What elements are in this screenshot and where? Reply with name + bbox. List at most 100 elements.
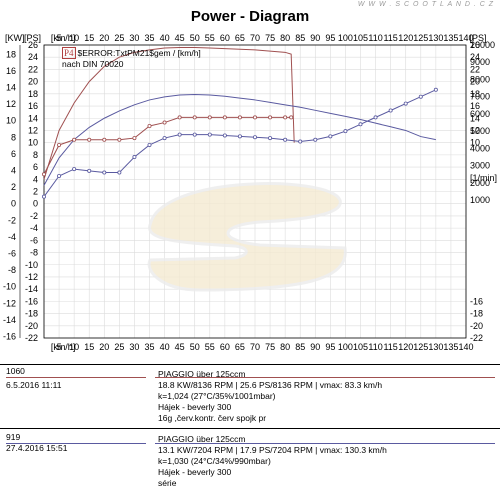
- kw-tick-label: -14: [3, 315, 16, 325]
- kw-tick-label: -10: [3, 282, 16, 292]
- data-point-1060-rpm: [268, 115, 273, 120]
- data-point-1060-rpm: [162, 120, 167, 125]
- speed-tick-bottom: 55: [205, 342, 215, 352]
- data-point-919-rpm: [207, 132, 212, 137]
- data-point-1060-rpm: [57, 142, 62, 147]
- data-point-919-rpm: [87, 168, 92, 173]
- speed-tick-bottom: 50: [190, 342, 200, 352]
- data-point-919-rpm: [373, 115, 378, 120]
- data-point-919-rpm: [418, 94, 423, 99]
- right-ps-tick-label: -20: [470, 321, 483, 331]
- data-point-919-rpm: [222, 133, 227, 138]
- run-note: série: [158, 478, 177, 488]
- run-model: PIAGGIO über 125ccm: [158, 369, 246, 379]
- kw-unit-label: [KW]: [5, 33, 25, 43]
- run-color-line: [155, 377, 495, 378]
- speed-tick-bottom: 95: [325, 342, 335, 352]
- kw-tick-label: -12: [3, 298, 16, 308]
- speed-tick-bottom: 135: [443, 342, 458, 352]
- speed-tick-bottom: 105: [353, 342, 368, 352]
- ps-tick-label: 2: [33, 187, 38, 197]
- ps-tick-label: 20: [28, 77, 38, 87]
- ps-unit-label: [PS]: [24, 33, 41, 43]
- run-color-line: [6, 377, 146, 378]
- speed-tick-top: 5: [57, 33, 62, 43]
- speed-tick-top: 50: [190, 33, 200, 43]
- speed-tick-top: 135: [443, 33, 458, 43]
- speed-tick-top: 55: [205, 33, 215, 43]
- ps-tick-label: 18: [28, 89, 38, 99]
- data-point-919-rpm: [403, 101, 408, 106]
- speed-tick-bottom: 25: [114, 342, 124, 352]
- speed-tick-top: 25: [114, 33, 124, 43]
- rpm-tick-label: 5000: [470, 126, 490, 136]
- right-ps-tick-label: -16: [470, 296, 483, 306]
- data-point-1060-rpm: [87, 137, 92, 142]
- speed-tick-bottom: 110: [368, 342, 382, 352]
- ps-tick-label: -2: [30, 211, 38, 221]
- ps-tick-label: 24: [28, 52, 38, 62]
- ps-tick-label: -16: [25, 296, 38, 306]
- run-info-919: 919 27.4.2016 15:51 PIAGGIO über 125ccm …: [0, 432, 500, 494]
- right-ps-tick-label: -18: [470, 309, 483, 319]
- data-point-1060-rpm: [283, 115, 288, 120]
- kw-tick-label: 10: [6, 116, 16, 126]
- speed-tick-bottom: 140: [458, 342, 473, 352]
- ps-tick-label: 10: [28, 138, 38, 148]
- ps-tick-label: 26: [28, 40, 38, 50]
- rpm-tick-label: 8000: [470, 74, 490, 84]
- series-line-1060-ps: [43, 46, 295, 180]
- run-power: 18.8 KW/8136 RPM | 25.6 PS/8136 RPM | vm…: [158, 380, 383, 390]
- speed-unit-bottom: [km/h]: [51, 342, 76, 352]
- kw-tick-label: 4: [11, 166, 16, 176]
- chart-frame: [19, 44, 467, 339]
- speed-tick-top: 115: [383, 33, 397, 43]
- data-point-919-rpm: [102, 170, 107, 175]
- speed-unit-top: [km/h]: [51, 33, 76, 43]
- speed-tick-bottom: 85: [295, 342, 305, 352]
- plot-frame: [43, 44, 467, 339]
- data-point-1060-rpm: [289, 115, 294, 120]
- kw-tick-label: 8: [11, 132, 16, 142]
- kw-tick-label: 18: [6, 49, 16, 59]
- speed-tick-bottom: 5: [57, 342, 62, 352]
- run-id: 919: [6, 432, 21, 442]
- data-point-919-rpm: [313, 137, 318, 142]
- data-point-919-rpm: [42, 194, 47, 199]
- data-point-919-rpm: [72, 167, 77, 172]
- data-point-919-rpm: [358, 122, 363, 127]
- kw-tick-label: 0: [11, 199, 16, 209]
- chart-tick-labels: 26242220181614121086420-2-4-6-8-10-12-14…: [3, 33, 497, 352]
- rpm-tick-label: 6000: [470, 109, 490, 119]
- kw-tick-label: 14: [6, 83, 16, 93]
- right-ps-tick-label: 10: [470, 138, 480, 148]
- kw-tick-label: -4: [8, 232, 16, 242]
- speed-tick-bottom: 80: [280, 342, 290, 352]
- data-point-919-rpm: [147, 142, 152, 147]
- rpm-tick-label: 1000: [470, 195, 490, 205]
- speed-tick-top: 120: [398, 33, 413, 43]
- data-point-919-rpm: [433, 87, 438, 92]
- kw-tick-label: -2: [8, 215, 16, 225]
- data-point-1060-rpm: [177, 115, 182, 120]
- speed-tick-top: 95: [325, 33, 335, 43]
- speed-tick-bottom: 115: [383, 342, 397, 352]
- speed-tick-bottom: 130: [428, 342, 443, 352]
- kw-tick-label: -16: [3, 331, 16, 341]
- speed-tick-bottom: 90: [310, 342, 320, 352]
- run-id: 1060: [6, 366, 25, 376]
- series-line-1060-rpm: [43, 116, 292, 175]
- kw-tick-label: 6: [11, 149, 16, 159]
- right-ps-tick-label: 18: [470, 89, 480, 99]
- speed-tick-bottom: 75: [265, 342, 275, 352]
- data-point-919-rpm: [268, 136, 273, 141]
- data-point-919-rpm: [117, 170, 122, 175]
- speed-tick-top: 140: [458, 33, 473, 43]
- divider: [0, 428, 500, 429]
- ps-tick-label: 6: [33, 162, 38, 172]
- kw-tick-label: -6: [8, 249, 16, 259]
- rpm-tick-label: 3000: [470, 161, 490, 171]
- watermark-logo: [147, 182, 347, 292]
- chart-series: [42, 46, 438, 199]
- legend: P4 $ERROR:TxtPM21$gem / [km/h] nach DIN …: [62, 47, 201, 69]
